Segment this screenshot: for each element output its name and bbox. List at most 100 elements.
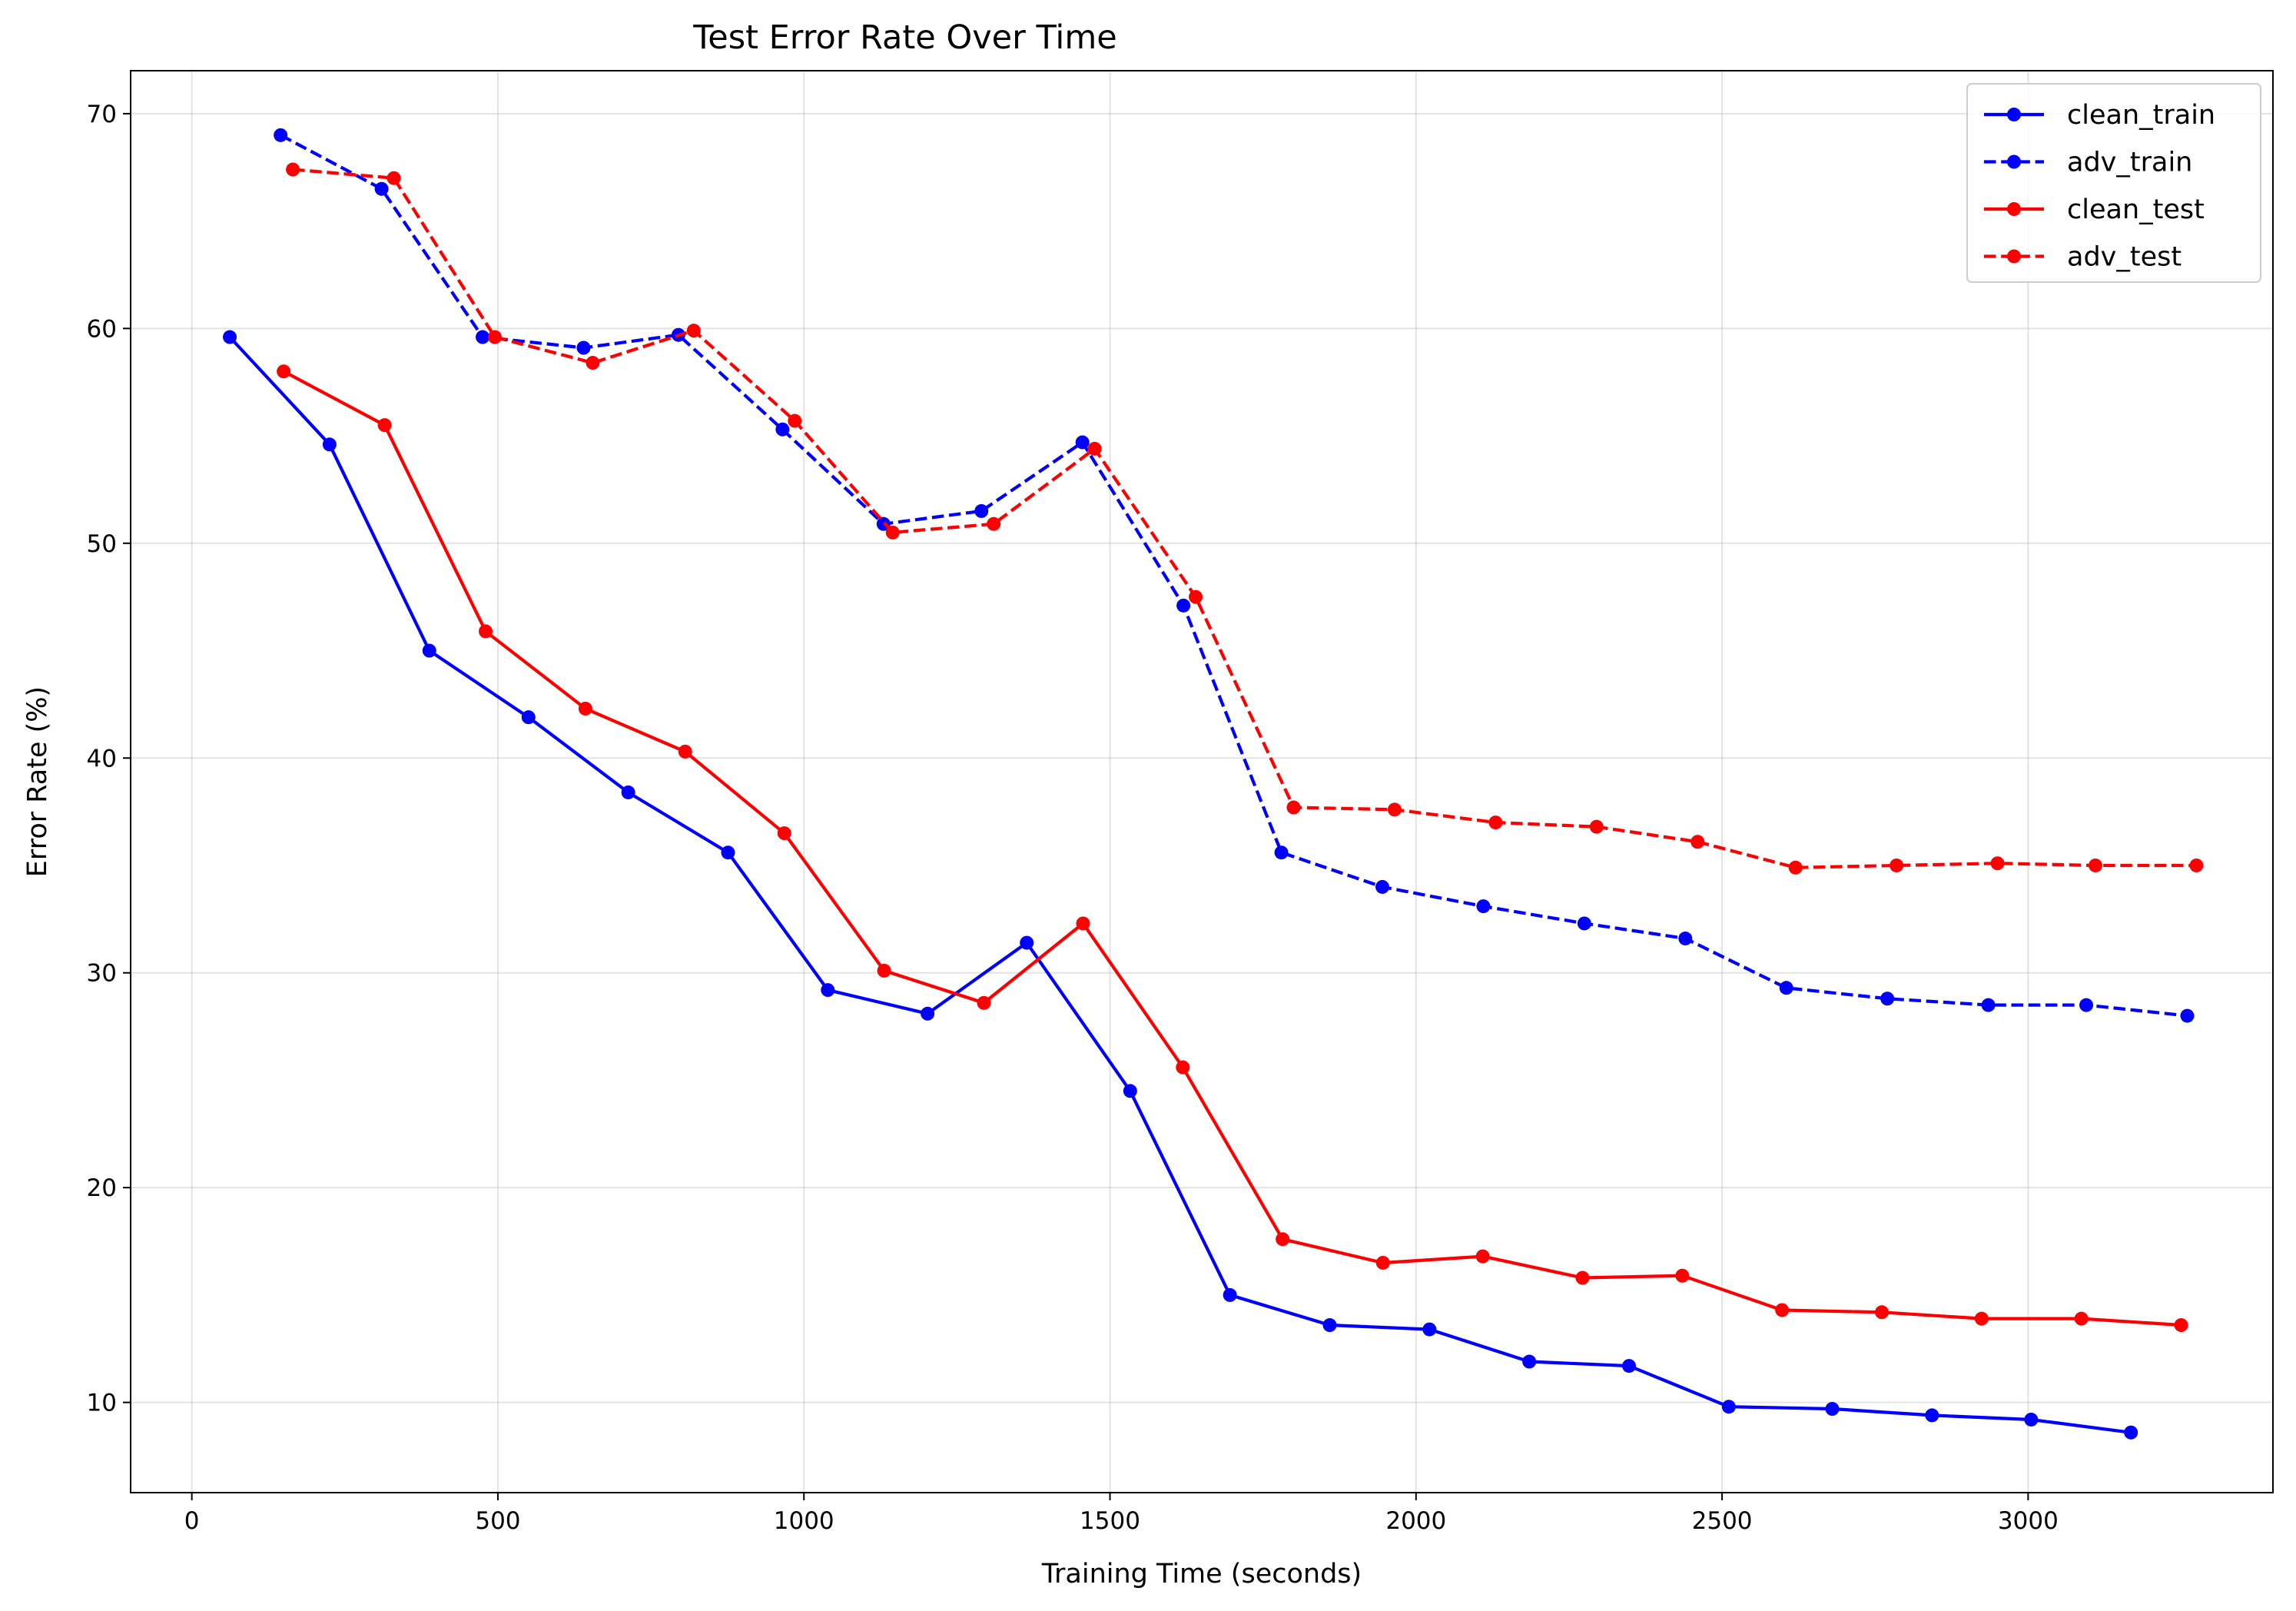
y-tick-label: 10 xyxy=(87,1390,117,1417)
data-point xyxy=(987,517,1001,531)
data-point xyxy=(1189,590,1203,604)
series-clean-test xyxy=(277,364,2188,1333)
legend-label: adv_test xyxy=(2067,242,2182,273)
data-point xyxy=(1880,992,1895,1006)
data-point xyxy=(721,845,735,860)
series-line xyxy=(283,370,2182,1327)
data-point xyxy=(277,364,291,379)
data-point xyxy=(788,414,802,428)
data-point xyxy=(377,418,392,433)
data-point xyxy=(777,826,791,841)
series-adv-train xyxy=(274,128,2195,1023)
data-point xyxy=(1788,860,1803,875)
data-point xyxy=(1675,1268,1690,1283)
x-tick-label: 0 xyxy=(184,1507,200,1535)
legend-marker xyxy=(2007,108,2021,121)
x-tick-label: 1500 xyxy=(1080,1507,1140,1535)
legend-entry: clean_test xyxy=(1984,194,2205,225)
data-point xyxy=(1981,998,1996,1012)
x-tick-label: 3000 xyxy=(1998,1507,2059,1535)
series-adv-test xyxy=(286,162,2204,875)
data-point xyxy=(1721,1400,1736,1414)
data-point xyxy=(977,995,991,1010)
series-line xyxy=(228,336,2132,1434)
data-point xyxy=(1575,1271,1590,1285)
legend-entry: adv_train xyxy=(1984,148,2192,178)
data-point xyxy=(2180,1008,2195,1023)
data-point xyxy=(1176,1060,1190,1075)
legend-label: clean_test xyxy=(2067,194,2205,225)
x-tick-label: 2500 xyxy=(1692,1507,1753,1535)
legend-marker xyxy=(2007,202,2021,216)
x-axis: 0 500 1000 1500 2000 2500 3000 xyxy=(184,1493,2059,1535)
data-point xyxy=(1475,1249,1490,1264)
data-point xyxy=(1123,1084,1137,1098)
y-tick-label: 20 xyxy=(87,1174,117,1202)
data-point xyxy=(877,963,891,978)
data-point xyxy=(885,525,900,540)
chart-title: Test Error Rate Over Time xyxy=(692,18,1116,57)
data-point xyxy=(2124,1425,2138,1440)
series-line xyxy=(280,133,2188,1018)
data-point xyxy=(2024,1412,2039,1427)
data-point xyxy=(1223,1287,1237,1302)
data-point xyxy=(1874,1305,1889,1320)
data-point xyxy=(1286,800,1301,815)
legend-label: clean_train xyxy=(2067,100,2215,131)
data-point xyxy=(286,162,300,177)
data-point xyxy=(1087,441,1102,456)
x-tick-label: 500 xyxy=(475,1507,520,1535)
data-point xyxy=(521,710,536,725)
data-point xyxy=(1387,802,1402,817)
data-point xyxy=(274,128,288,142)
data-point xyxy=(1176,598,1191,613)
series-line xyxy=(292,168,2197,869)
legend-box xyxy=(1966,83,2261,283)
data-point xyxy=(476,330,490,344)
data-point xyxy=(1990,856,2005,871)
data-point xyxy=(1020,935,1034,950)
legend-label: adv_train xyxy=(2067,148,2192,178)
data-point xyxy=(1375,879,1389,894)
series-layer xyxy=(223,128,2204,1440)
data-point xyxy=(578,701,592,716)
y-axis-label: Error Rate (%) xyxy=(22,686,53,877)
grid xyxy=(131,71,2273,1493)
data-point xyxy=(1925,1408,1939,1423)
data-point xyxy=(1589,819,1604,834)
legend-marker xyxy=(2007,249,2021,264)
data-point xyxy=(387,171,401,185)
data-point xyxy=(775,422,790,437)
data-point xyxy=(921,1006,935,1021)
x-axis-label: Training Time (seconds) xyxy=(1041,1559,1362,1589)
legend-entry: adv_test xyxy=(1984,242,2182,273)
data-point xyxy=(2079,998,2094,1012)
data-point xyxy=(678,744,692,759)
data-point xyxy=(586,356,600,370)
legend-entry: clean_train xyxy=(1984,100,2215,131)
data-point xyxy=(1488,815,1503,830)
data-point xyxy=(1779,981,1793,995)
data-point xyxy=(1577,916,1591,931)
data-point xyxy=(223,330,237,344)
legend: clean_train adv_train clean_test adv_test xyxy=(1966,83,2261,283)
x-tick-label: 1000 xyxy=(774,1507,834,1535)
data-point xyxy=(1890,858,1904,872)
data-point xyxy=(576,340,591,355)
data-point xyxy=(2189,858,2204,872)
data-point xyxy=(821,983,835,998)
legend-marker xyxy=(2007,154,2021,169)
data-point xyxy=(2074,1311,2089,1326)
data-point xyxy=(374,181,389,196)
plot-frame xyxy=(130,70,2274,1493)
data-point xyxy=(1075,435,1090,450)
data-point xyxy=(2174,1318,2188,1333)
data-point xyxy=(1422,1322,1437,1337)
data-point xyxy=(1678,932,1693,946)
data-point xyxy=(1825,1402,1840,1417)
data-point xyxy=(974,503,989,518)
data-point xyxy=(322,437,337,452)
data-point xyxy=(1274,845,1289,860)
y-axis: 10 20 30 40 50 60 70 xyxy=(87,101,131,1417)
